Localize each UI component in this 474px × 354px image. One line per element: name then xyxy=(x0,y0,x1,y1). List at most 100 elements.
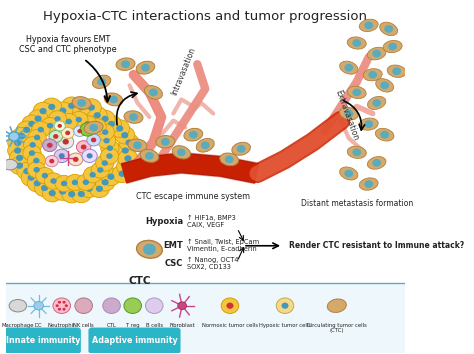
Circle shape xyxy=(79,116,97,132)
Text: Adaptive immunity: Adaptive immunity xyxy=(92,336,178,345)
Circle shape xyxy=(8,142,27,159)
Circle shape xyxy=(63,308,65,310)
Circle shape xyxy=(119,134,139,151)
Circle shape xyxy=(94,124,100,130)
Circle shape xyxy=(78,104,85,110)
Ellipse shape xyxy=(104,93,123,106)
Circle shape xyxy=(276,298,294,313)
Circle shape xyxy=(96,124,114,140)
Circle shape xyxy=(101,116,109,122)
Circle shape xyxy=(161,138,170,145)
Circle shape xyxy=(108,121,115,127)
Circle shape xyxy=(27,175,35,181)
Circle shape xyxy=(49,190,56,196)
Circle shape xyxy=(189,131,198,138)
FancyBboxPatch shape xyxy=(6,283,405,353)
Ellipse shape xyxy=(339,107,358,120)
Text: CTL: CTL xyxy=(107,322,117,328)
Text: Distant metastasis formation: Distant metastasis formation xyxy=(301,199,413,208)
Circle shape xyxy=(22,115,42,133)
Circle shape xyxy=(58,308,61,310)
Circle shape xyxy=(59,188,66,195)
Circle shape xyxy=(9,149,29,167)
Circle shape xyxy=(17,162,37,180)
Circle shape xyxy=(72,185,91,203)
Circle shape xyxy=(76,141,91,153)
Circle shape xyxy=(83,167,102,183)
Circle shape xyxy=(384,25,393,33)
Ellipse shape xyxy=(383,40,402,53)
Circle shape xyxy=(100,148,118,164)
Circle shape xyxy=(117,158,137,175)
Circle shape xyxy=(47,123,53,129)
Text: Innate immunity: Innate immunity xyxy=(6,336,80,345)
Circle shape xyxy=(79,180,99,198)
Circle shape xyxy=(23,168,30,174)
Circle shape xyxy=(35,115,42,122)
Circle shape xyxy=(123,163,130,170)
Circle shape xyxy=(50,178,57,184)
Circle shape xyxy=(237,145,246,153)
Circle shape xyxy=(42,98,62,116)
Circle shape xyxy=(107,145,113,151)
Circle shape xyxy=(109,96,118,103)
Ellipse shape xyxy=(137,240,162,258)
Circle shape xyxy=(55,175,73,192)
Ellipse shape xyxy=(2,159,18,170)
Circle shape xyxy=(118,171,126,177)
Circle shape xyxy=(345,170,353,177)
Circle shape xyxy=(94,112,101,119)
Circle shape xyxy=(65,304,68,307)
Text: Intravasation: Intravasation xyxy=(170,46,197,97)
Circle shape xyxy=(88,104,95,111)
Circle shape xyxy=(118,150,138,167)
Text: Hypoxia-CTC interactions and tumor progression: Hypoxia-CTC interactions and tumor progr… xyxy=(43,10,367,23)
Circle shape xyxy=(65,119,72,124)
Circle shape xyxy=(75,298,92,313)
Circle shape xyxy=(41,185,48,191)
Circle shape xyxy=(352,39,361,47)
Circle shape xyxy=(24,137,42,153)
Circle shape xyxy=(345,110,353,118)
Circle shape xyxy=(85,127,91,132)
Circle shape xyxy=(365,180,373,188)
Circle shape xyxy=(34,302,44,310)
Circle shape xyxy=(53,298,71,313)
Circle shape xyxy=(55,304,59,307)
Ellipse shape xyxy=(145,86,163,99)
Circle shape xyxy=(23,145,41,161)
Circle shape xyxy=(100,140,119,156)
Circle shape xyxy=(178,302,186,310)
Ellipse shape xyxy=(232,142,250,155)
FancyBboxPatch shape xyxy=(89,327,181,354)
Circle shape xyxy=(282,303,289,309)
Circle shape xyxy=(84,121,91,127)
Circle shape xyxy=(97,133,116,149)
Ellipse shape xyxy=(367,156,386,169)
Circle shape xyxy=(177,148,186,156)
Circle shape xyxy=(103,138,110,143)
Circle shape xyxy=(36,167,54,184)
Ellipse shape xyxy=(367,47,386,60)
Ellipse shape xyxy=(128,139,147,152)
Circle shape xyxy=(48,104,55,110)
Circle shape xyxy=(96,185,103,192)
Circle shape xyxy=(69,153,83,166)
Circle shape xyxy=(16,155,23,161)
Circle shape xyxy=(380,131,389,138)
Circle shape xyxy=(145,152,154,160)
Circle shape xyxy=(21,169,41,187)
Text: Hypoxic tumor cells: Hypoxic tumor cells xyxy=(259,322,311,328)
Circle shape xyxy=(29,142,36,148)
Circle shape xyxy=(34,135,40,140)
FancyBboxPatch shape xyxy=(5,327,81,354)
Circle shape xyxy=(146,298,163,313)
Circle shape xyxy=(81,144,87,150)
Circle shape xyxy=(68,103,75,109)
Circle shape xyxy=(73,126,86,136)
Circle shape xyxy=(54,149,69,162)
Ellipse shape xyxy=(9,299,27,312)
Text: Render CTC resistant to Immune attack?: Render CTC resistant to Immune attack? xyxy=(289,241,464,250)
Circle shape xyxy=(345,64,353,72)
Circle shape xyxy=(34,167,40,173)
